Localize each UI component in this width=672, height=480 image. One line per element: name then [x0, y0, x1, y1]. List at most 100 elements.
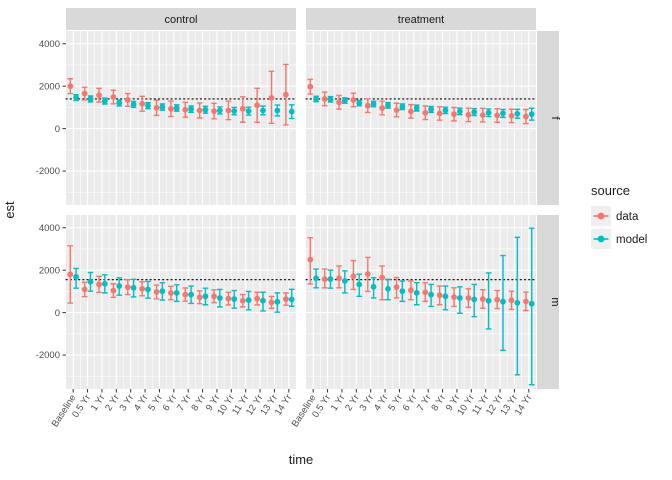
point-data: [508, 297, 515, 304]
point-model: [87, 96, 94, 102]
point-data: [393, 284, 400, 291]
point-data: [422, 109, 429, 116]
point-model: [370, 283, 377, 290]
point-data: [81, 286, 88, 293]
point-model: [130, 284, 137, 291]
point-model: [356, 100, 363, 106]
point-model: [471, 296, 478, 303]
point-model: [245, 108, 252, 115]
point-data: [268, 299, 275, 306]
point-model: [216, 295, 223, 301]
facet-strip-col-treatment: [306, 8, 536, 30]
point-model: [216, 107, 223, 114]
point-data: [436, 110, 443, 117]
point-data: [153, 289, 160, 295]
legend-title: source: [591, 183, 630, 198]
point-data: [254, 102, 261, 109]
legend-glyph-point-data: [597, 212, 605, 220]
y-tick-label: 4000: [39, 39, 60, 50]
point-data: [225, 295, 232, 302]
point-model: [428, 106, 434, 113]
point-model: [159, 288, 166, 295]
point-data: [379, 274, 386, 281]
point-data: [124, 284, 131, 291]
point-model: [413, 289, 420, 296]
point-model: [442, 293, 449, 300]
point-model: [341, 97, 348, 104]
point-model: [101, 280, 108, 287]
point-data: [81, 90, 88, 97]
y-tick-label: -2000: [36, 166, 60, 177]
y-tick-label: 0: [55, 308, 60, 319]
point-model: [399, 288, 406, 295]
point-data: [211, 108, 217, 115]
y-tick-label: 0: [55, 124, 60, 135]
point-data: [494, 296, 501, 303]
point-data: [307, 83, 314, 90]
point-data: [465, 111, 472, 118]
point-data: [321, 96, 328, 102]
point-model: [159, 104, 166, 110]
facet-strip-col-label: treatment: [398, 14, 444, 26]
point-data: [451, 111, 457, 118]
point-model: [188, 291, 194, 298]
point-data: [182, 291, 189, 298]
y-tick-label: 4000: [39, 223, 60, 234]
y-tick-label: 2000: [39, 81, 60, 92]
point-data: [110, 287, 117, 294]
point-data: [254, 295, 261, 302]
point-data: [494, 112, 501, 119]
point-model: [485, 109, 492, 116]
point-model: [456, 295, 463, 301]
point-data: [67, 271, 74, 278]
point-model: [456, 108, 463, 115]
point-model: [341, 278, 348, 284]
point-model: [116, 283, 123, 289]
point-model: [202, 106, 209, 113]
point-data: [321, 276, 328, 282]
point-model: [313, 275, 319, 282]
point-data: [211, 293, 217, 300]
point-model: [313, 96, 319, 102]
point-model: [327, 96, 334, 103]
legend-label-model: model: [616, 234, 647, 246]
point-model: [245, 297, 252, 303]
point-data: [283, 296, 289, 302]
point-data: [307, 256, 314, 263]
point-model: [327, 276, 334, 282]
point-data: [67, 83, 74, 90]
point-data: [283, 91, 289, 98]
x-axis-title: time: [289, 452, 314, 467]
point-model: [413, 105, 420, 111]
point-model: [87, 278, 94, 285]
point-data: [379, 105, 386, 111]
point-data: [451, 294, 457, 301]
point-model: [145, 102, 151, 109]
facet-strip-row-m: [537, 215, 559, 389]
point-data: [336, 99, 342, 106]
point-model: [231, 296, 238, 302]
point-model: [173, 105, 180, 111]
point-model: [385, 102, 391, 109]
point-model: [274, 298, 281, 305]
point-data: [350, 273, 357, 280]
point-data: [364, 102, 371, 109]
facet-strip-row-label: f: [549, 116, 561, 120]
point-data: [393, 107, 400, 113]
point-data: [408, 108, 414, 115]
point-data: [168, 105, 174, 112]
point-model: [188, 106, 194, 112]
point-model: [514, 110, 521, 117]
point-data: [465, 295, 472, 301]
legend-label-data: data: [616, 211, 639, 223]
point-model: [116, 100, 123, 106]
facet-strip-col-control: [66, 8, 296, 30]
point-model: [500, 298, 506, 305]
point-data: [479, 296, 486, 302]
point-model: [73, 274, 79, 280]
point-model: [288, 108, 295, 115]
point-model: [356, 281, 363, 288]
point-data: [239, 105, 246, 112]
